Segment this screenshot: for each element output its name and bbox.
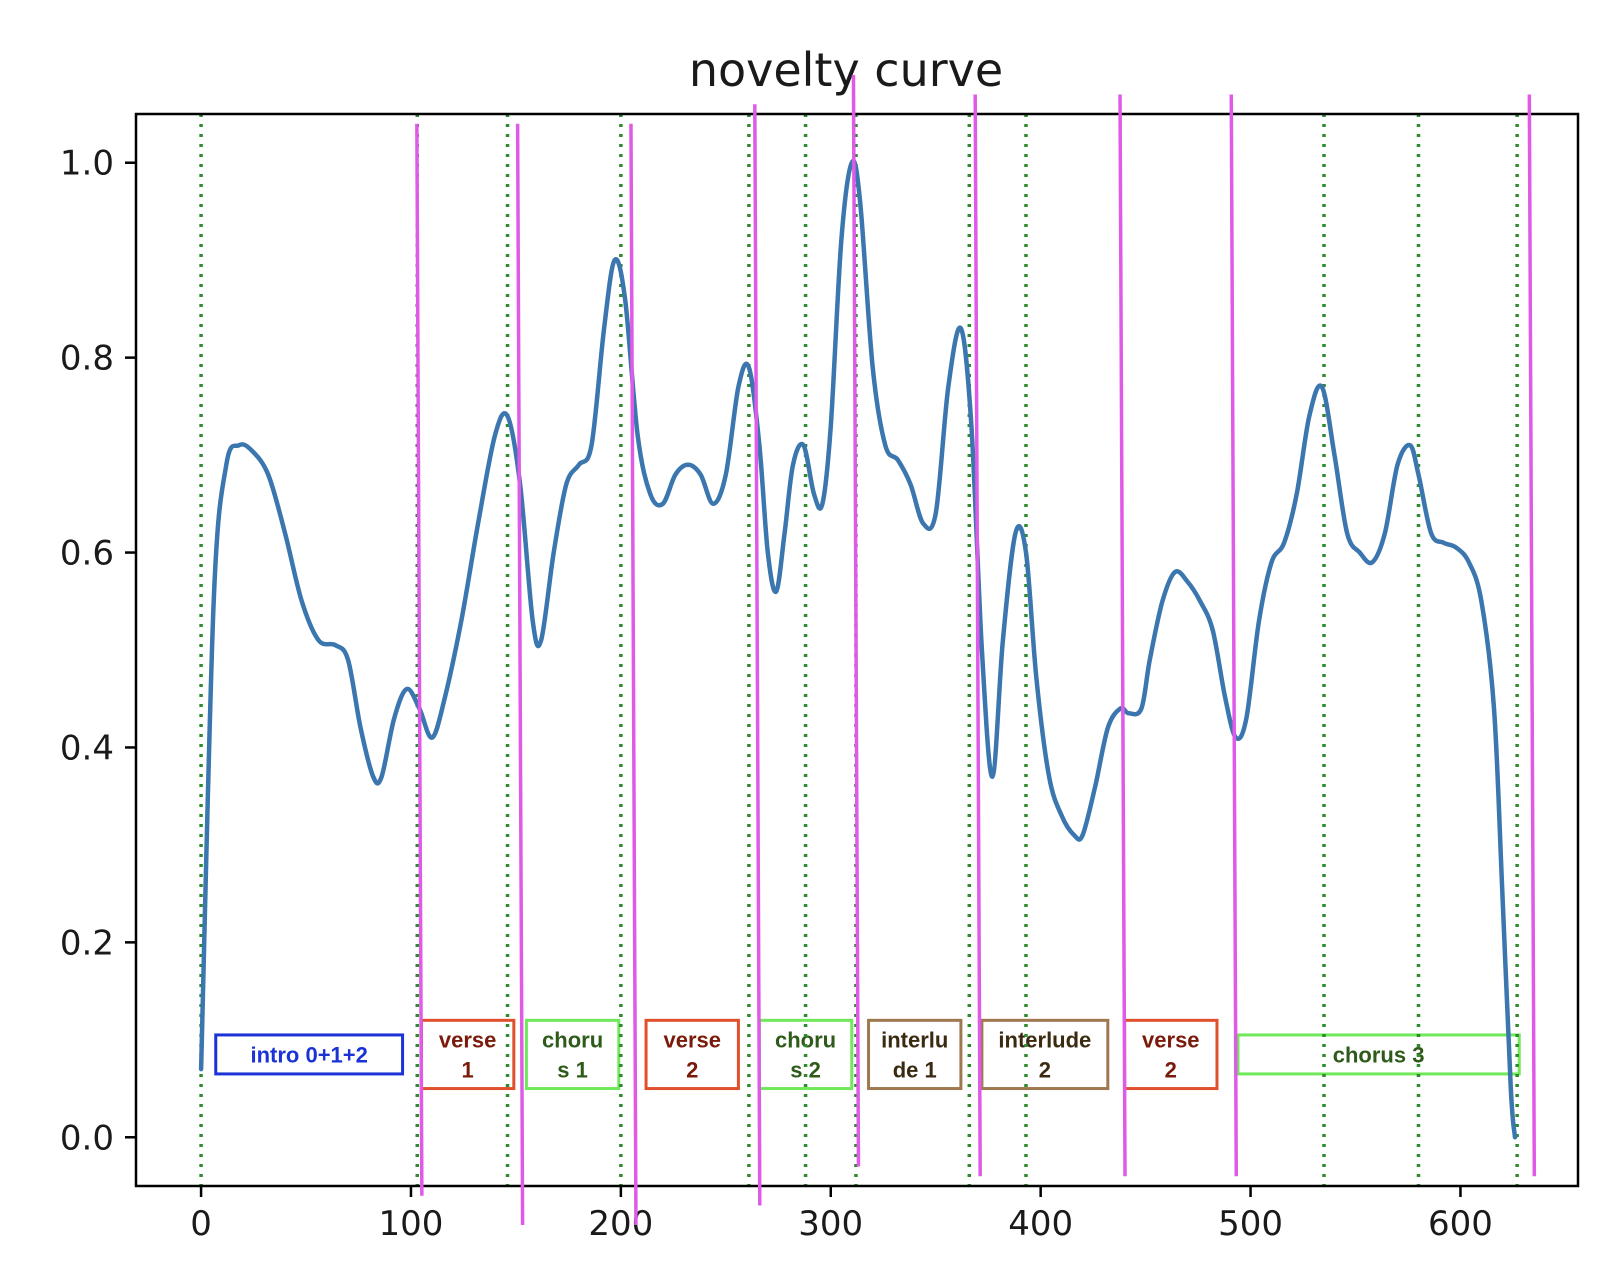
segment-label-4: verse 2 <box>644 1018 740 1091</box>
plot-frame <box>134 112 1580 1188</box>
segment-box <box>1123 1018 1219 1091</box>
y-tick-label: 0.6 <box>60 534 114 574</box>
segment-box <box>867 1018 963 1091</box>
segment-label-text: intro 0+1+2 <box>250 1042 367 1067</box>
segment-label-text: interlude <box>998 1027 1091 1052</box>
segment-label-3: choru s 1 <box>524 1018 621 1091</box>
segment-box <box>644 1018 740 1091</box>
chart-title: novelty curve <box>689 43 1003 97</box>
boundary-line-magenta <box>1118 94 1127 1177</box>
segment-label-text: choru <box>775 1027 836 1052</box>
x-tick-label: 400 <box>1008 1204 1073 1244</box>
segment-label-text: s 2 <box>790 1057 821 1082</box>
segment-label-8: verse 2 <box>1123 1018 1219 1091</box>
boundary-line-magenta <box>1229 94 1239 1177</box>
segment-label-text: 2 <box>686 1057 698 1082</box>
boundary-line-magenta <box>753 104 762 1206</box>
boundary-line-magenta <box>851 75 861 1167</box>
segment-label-7: interlude 2 <box>980 1018 1110 1091</box>
x-tick-label: 300 <box>798 1204 863 1244</box>
segment-label-6: interlu de 1 <box>867 1018 963 1091</box>
y-tick-label: 1.0 <box>60 144 114 184</box>
segment-labels: intro 0+1+2 verse 1 choru s 1 verse 2 choru s 2 i… <box>214 1018 1521 1091</box>
x-tick-label: 100 <box>379 1204 444 1244</box>
boundary-line-magenta <box>629 123 638 1225</box>
y-tick-label: 0.2 <box>60 923 114 963</box>
segment-box <box>1236 1033 1521 1076</box>
y-tick-label: 0.8 <box>60 339 114 379</box>
segment-label-1: intro 0+1+2 <box>214 1033 405 1076</box>
segment-label-text: de 1 <box>893 1057 937 1082</box>
segment-label-text: chorus 3 <box>1333 1042 1425 1067</box>
segment-label-text: verse <box>1142 1027 1200 1052</box>
segment-label-text: verse <box>663 1027 721 1052</box>
x-tick-label: 600 <box>1428 1204 1493 1244</box>
segment-label-9: chorus 3 <box>1236 1033 1521 1076</box>
boundary-line-magenta <box>515 123 525 1225</box>
segment-box <box>524 1018 621 1091</box>
boundary-lines-magenta <box>415 75 1537 1225</box>
y-tick-label: 0.4 <box>60 728 114 768</box>
x-tick-label: 200 <box>588 1204 653 1244</box>
segment-label-text: 2 <box>1039 1057 1051 1082</box>
boundary-line-magenta <box>973 94 982 1177</box>
curve-layer <box>198 158 1518 1140</box>
boundary-line-magenta <box>415 123 424 1196</box>
axes: 0 100 200 300 400 500 600 0.0 0.2 0.4 0.6 0.8 1.0 <box>60 112 1580 1244</box>
segment-box <box>214 1033 405 1076</box>
segment-label-2: verse 1 <box>419 1018 516 1091</box>
segment-label-text: 2 <box>1165 1057 1177 1082</box>
segment-label-text: 1 <box>462 1057 474 1082</box>
boundary-line-magenta <box>1527 94 1537 1177</box>
segment-label-text: s 1 <box>557 1057 588 1082</box>
segment-label-text: verse <box>439 1027 497 1052</box>
y-tick-label: 0.0 <box>60 1118 114 1158</box>
segment-label-text: interlu <box>881 1027 948 1052</box>
novelty-curve-line <box>198 158 1518 1140</box>
x-tick-label: 0 <box>190 1204 212 1244</box>
segment-label-text: choru <box>542 1027 603 1052</box>
segment-box <box>419 1018 516 1091</box>
segment-box <box>980 1018 1110 1091</box>
x-tick-label: 500 <box>1218 1204 1283 1244</box>
